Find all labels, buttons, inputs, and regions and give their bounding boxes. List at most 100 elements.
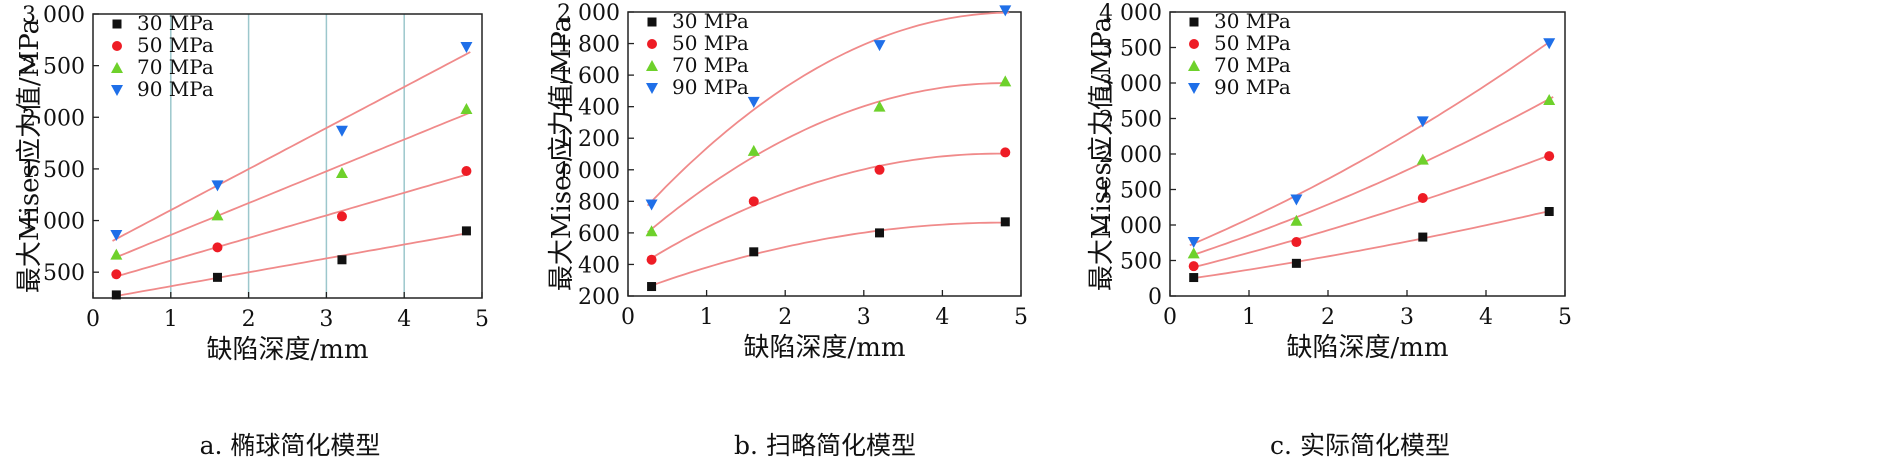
- data-point-90mpa: [460, 42, 473, 54]
- y-tick-label: 1 500: [22, 158, 85, 183]
- data-point-30mpa: [1418, 232, 1428, 242]
- data-point-70mpa: [1416, 153, 1429, 165]
- x-tick-label: 0: [86, 307, 100, 332]
- legend-label-50mpa: 50 MPa: [1214, 31, 1291, 55]
- data-point-30mpa: [212, 272, 222, 282]
- legend-label-70mpa: 70 MPa: [672, 53, 749, 77]
- x-tick-label: 3: [857, 305, 871, 330]
- data-point-50mpa: [461, 165, 472, 176]
- x-tick-label: 4: [1479, 305, 1493, 330]
- x-tick-label: 2: [1321, 305, 1335, 330]
- fit-line-50mpa: [647, 152, 1010, 262]
- data-point-90mpa: [1187, 237, 1200, 249]
- data-point-50mpa: [1291, 237, 1302, 248]
- data-point-50mpa: [336, 211, 347, 222]
- legend-label-50mpa: 50 MPa: [672, 31, 749, 55]
- x-tick-label: 2: [778, 305, 792, 330]
- x-axis-label: 缺陷深度/mm: [206, 335, 368, 365]
- y-tick-label: 600: [578, 222, 620, 247]
- y-tick-label: 2 500: [22, 55, 85, 80]
- data-point-30mpa: [749, 247, 759, 257]
- x-axis-label: 缺陷深度/mm: [743, 333, 905, 363]
- x-tick-label: 1: [700, 305, 714, 330]
- y-tick-label: 3 500: [1099, 37, 1162, 62]
- y-tick-label: 1 000: [1099, 214, 1162, 239]
- x-tick-label: 4: [397, 307, 411, 332]
- legend-label-90mpa: 90 MPa: [1214, 75, 1291, 99]
- x-tick-label: 5: [1014, 305, 1028, 330]
- plot-frame: [92, 13, 483, 299]
- legend-label-70mpa: 70 MPa: [137, 55, 214, 79]
- data-point-50mpa: [1544, 151, 1555, 162]
- x-tick-label: 1: [1242, 305, 1256, 330]
- data-point-50mpa: [111, 269, 122, 280]
- data-point-70mpa: [1290, 214, 1303, 226]
- fit-line-70mpa: [112, 111, 471, 260]
- legend-marker-30mpa: [112, 19, 122, 29]
- data-point-50mpa: [874, 164, 885, 175]
- legend-marker-90mpa: [1188, 83, 1200, 94]
- chart-caption: a. 椭球简化模型: [200, 431, 381, 460]
- fit-line-90mpa: [646, 11, 1010, 207]
- legend-marker-50mpa: [112, 41, 122, 51]
- y-axis-label: 最大Mises应力值/MPa: [547, 17, 577, 291]
- fit-line-70mpa: [1189, 96, 1554, 257]
- data-point-70mpa: [873, 100, 886, 112]
- x-tick-label: 1: [164, 307, 178, 332]
- y-axis-label: 最大Mises应力值/MPa: [15, 19, 45, 293]
- y-tick-label: 1 400: [557, 96, 620, 121]
- data-point-30mpa: [337, 255, 347, 265]
- x-tick-label: 0: [621, 305, 635, 330]
- chart-panel-2: 0 1 2 3 4 5 200 400 600 800 1 000 1 200 1 400 1 600 1 …: [547, 1, 1028, 460]
- data-point-30mpa: [1000, 217, 1010, 227]
- data-point-90mpa: [999, 5, 1012, 17]
- data-point-70mpa: [999, 75, 1012, 87]
- y-tick-label: 0: [1148, 285, 1162, 310]
- y-tick-label: 2 000: [22, 106, 85, 131]
- y-tick-label: 200: [578, 285, 620, 310]
- data-point-70mpa: [460, 103, 473, 115]
- legend-marker-70mpa: [646, 60, 658, 71]
- data-point-70mpa: [211, 209, 224, 221]
- x-tick-label: 3: [319, 307, 333, 332]
- x-axis-label: 缺陷深度/mm: [1286, 333, 1448, 363]
- fit-line-90mpa: [112, 51, 471, 242]
- y-tick-label: 1 000: [22, 210, 85, 235]
- x-tick-label: 3: [1400, 305, 1414, 330]
- fit-line-30mpa: [112, 231, 471, 298]
- fit-line-50mpa: [112, 172, 471, 279]
- data-point-70mpa: [1187, 247, 1200, 259]
- data-point-30mpa: [1189, 273, 1199, 283]
- x-tick-label: 0: [1163, 305, 1177, 330]
- fit-line-70mpa: [647, 82, 1010, 233]
- legend-marker-30mpa: [647, 17, 657, 27]
- y-tick-label: 1 000: [557, 159, 620, 184]
- data-point-70mpa: [110, 248, 123, 260]
- data-point-90mpa: [747, 96, 760, 108]
- data-point-50mpa: [212, 242, 223, 253]
- data-point-90mpa: [1543, 38, 1556, 50]
- y-tick-label: 3 000: [22, 3, 85, 28]
- data-point-70mpa: [1543, 94, 1556, 106]
- legend-marker-70mpa: [111, 62, 123, 73]
- legend-marker-30mpa: [1189, 17, 1199, 27]
- y-tick-label: 4 000: [1099, 1, 1162, 26]
- data-point-70mpa: [335, 167, 348, 179]
- data-point-50mpa: [1000, 147, 1011, 158]
- y-tick-label: 2 500: [1099, 108, 1162, 133]
- x-tick-label: 5: [1558, 305, 1572, 330]
- legend-label-70mpa: 70 MPa: [1214, 53, 1291, 77]
- data-point-70mpa: [747, 144, 760, 156]
- legend-marker-50mpa: [647, 39, 657, 49]
- data-point-90mpa: [645, 199, 658, 211]
- data-point-30mpa: [111, 290, 121, 300]
- y-tick-label: 1 800: [557, 33, 620, 58]
- legend-label-30mpa: 30 MPa: [137, 11, 214, 35]
- data-point-90mpa: [211, 180, 224, 192]
- y-tick-label: 2 000: [557, 1, 620, 26]
- data-point-50mpa: [1188, 261, 1199, 272]
- x-tick-label: 5: [475, 307, 489, 332]
